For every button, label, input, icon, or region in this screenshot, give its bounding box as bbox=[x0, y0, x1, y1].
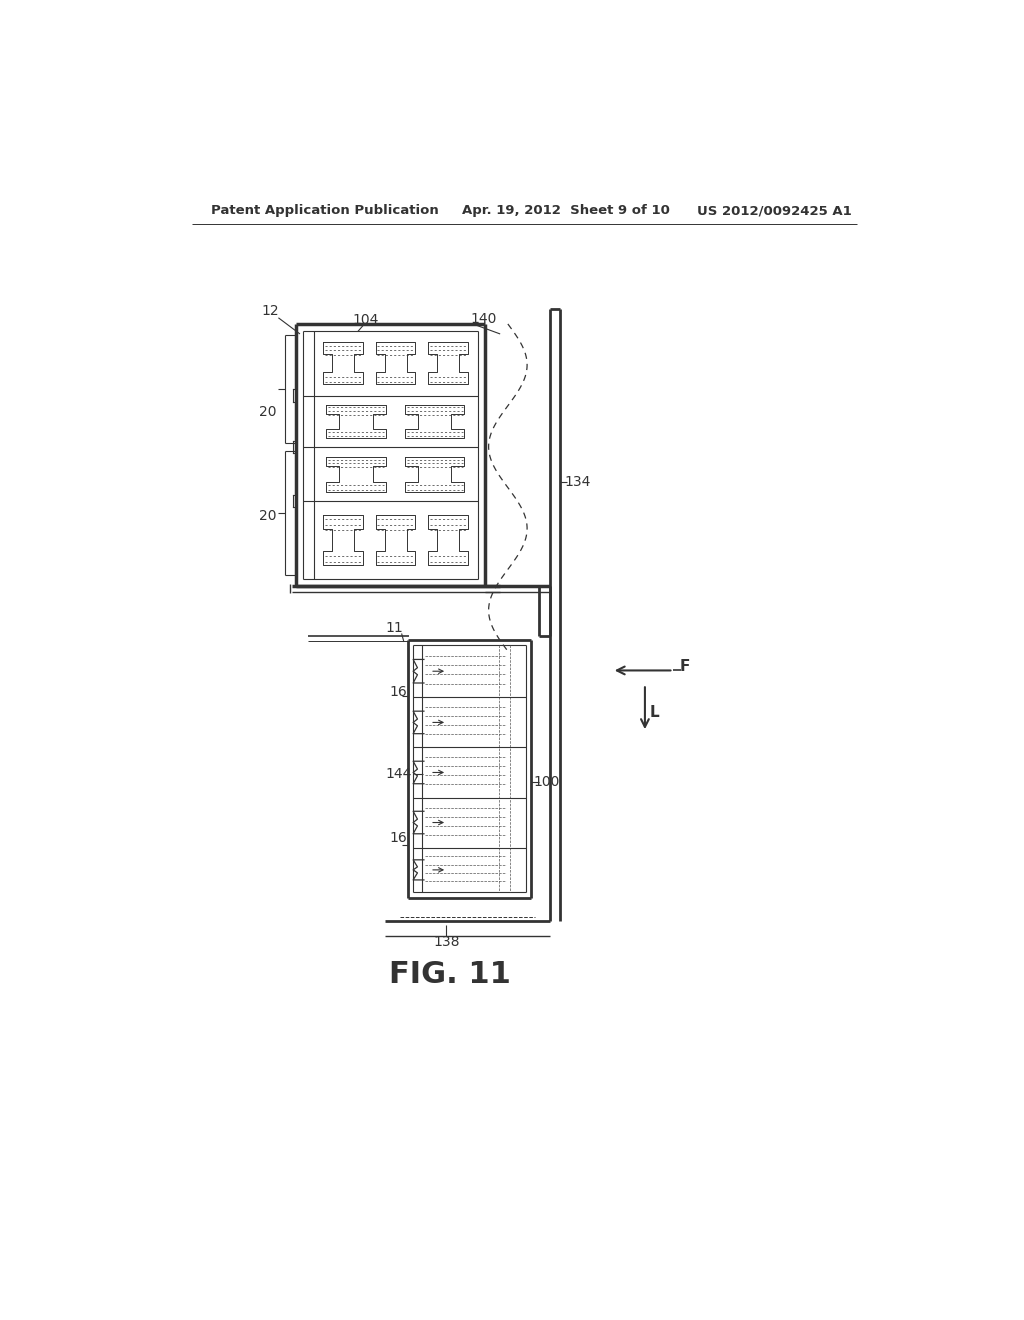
Text: 12: 12 bbox=[262, 304, 280, 318]
Text: 100: 100 bbox=[534, 775, 559, 789]
Text: FIG. 11: FIG. 11 bbox=[389, 960, 511, 989]
Text: 140: 140 bbox=[470, 312, 497, 326]
Text: 16: 16 bbox=[390, 685, 408, 700]
Text: 16: 16 bbox=[390, 832, 408, 845]
Text: F: F bbox=[680, 659, 690, 675]
Text: 104: 104 bbox=[352, 313, 379, 327]
Text: Patent Application Publication: Patent Application Publication bbox=[211, 205, 439, 218]
Text: Apr. 19, 2012  Sheet 9 of 10: Apr. 19, 2012 Sheet 9 of 10 bbox=[462, 205, 670, 218]
Text: L: L bbox=[649, 705, 659, 721]
Text: 11: 11 bbox=[385, 622, 402, 635]
Text: 144: 144 bbox=[385, 767, 412, 781]
Text: 138: 138 bbox=[433, 936, 460, 949]
Text: 134: 134 bbox=[564, 475, 591, 488]
Text: US 2012/0092425 A1: US 2012/0092425 A1 bbox=[696, 205, 851, 218]
Text: 20: 20 bbox=[259, 510, 276, 524]
Text: 20: 20 bbox=[259, 405, 276, 420]
